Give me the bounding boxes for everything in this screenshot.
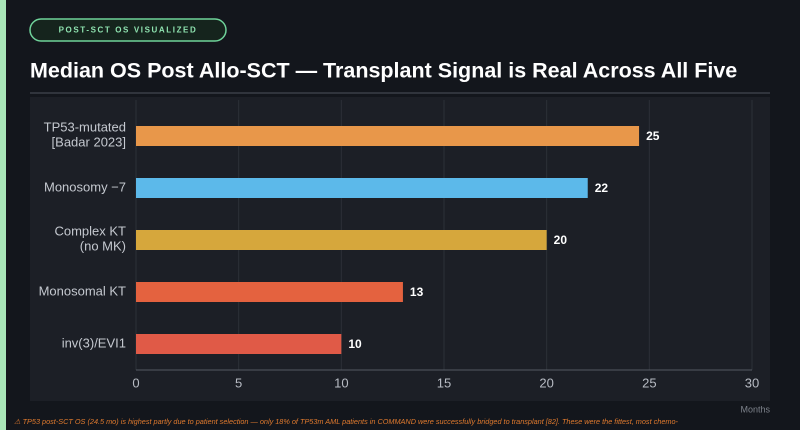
value-label: 13 bbox=[410, 285, 424, 299]
y-tick-label: TP53-mutated [Badar 2023] bbox=[44, 120, 126, 150]
x-tick-label: 0 bbox=[132, 375, 139, 390]
badge-box bbox=[29, 18, 227, 42]
badge: POST-SCT OS VISUALIZED bbox=[59, 26, 198, 35]
y-tick-label: Monosomy −7 bbox=[44, 179, 126, 194]
x-tick-label: 30 bbox=[745, 375, 759, 390]
x-tick-label: 10 bbox=[334, 375, 348, 390]
value-label: 20 bbox=[554, 233, 568, 247]
bar bbox=[136, 230, 547, 250]
x-tick-label: 15 bbox=[437, 375, 451, 390]
footnote: ⚠ TP53 post-SCT OS (24.5 mo) is highest … bbox=[14, 417, 679, 426]
x-axis-label: Months bbox=[740, 404, 770, 414]
slide-title: Median OS Post Allo-SCT — Transplant Sig… bbox=[30, 59, 737, 83]
accent-edge bbox=[0, 0, 6, 430]
y-tick-label: inv(3)/EVI1 bbox=[62, 335, 126, 350]
bar bbox=[136, 126, 640, 146]
bar bbox=[136, 282, 403, 302]
value-label: 10 bbox=[348, 337, 362, 351]
bar bbox=[136, 178, 588, 198]
x-tick-label: 20 bbox=[539, 375, 553, 390]
value-label: 22 bbox=[595, 181, 609, 195]
bar bbox=[136, 334, 342, 354]
x-tick-label: 5 bbox=[235, 375, 242, 390]
x-tick-label: 25 bbox=[642, 375, 656, 390]
value-label: 25 bbox=[646, 129, 660, 143]
y-tick-label: Complex KT (no MK) bbox=[54, 224, 126, 254]
y-tick-label: Monosomal KT bbox=[39, 283, 126, 298]
